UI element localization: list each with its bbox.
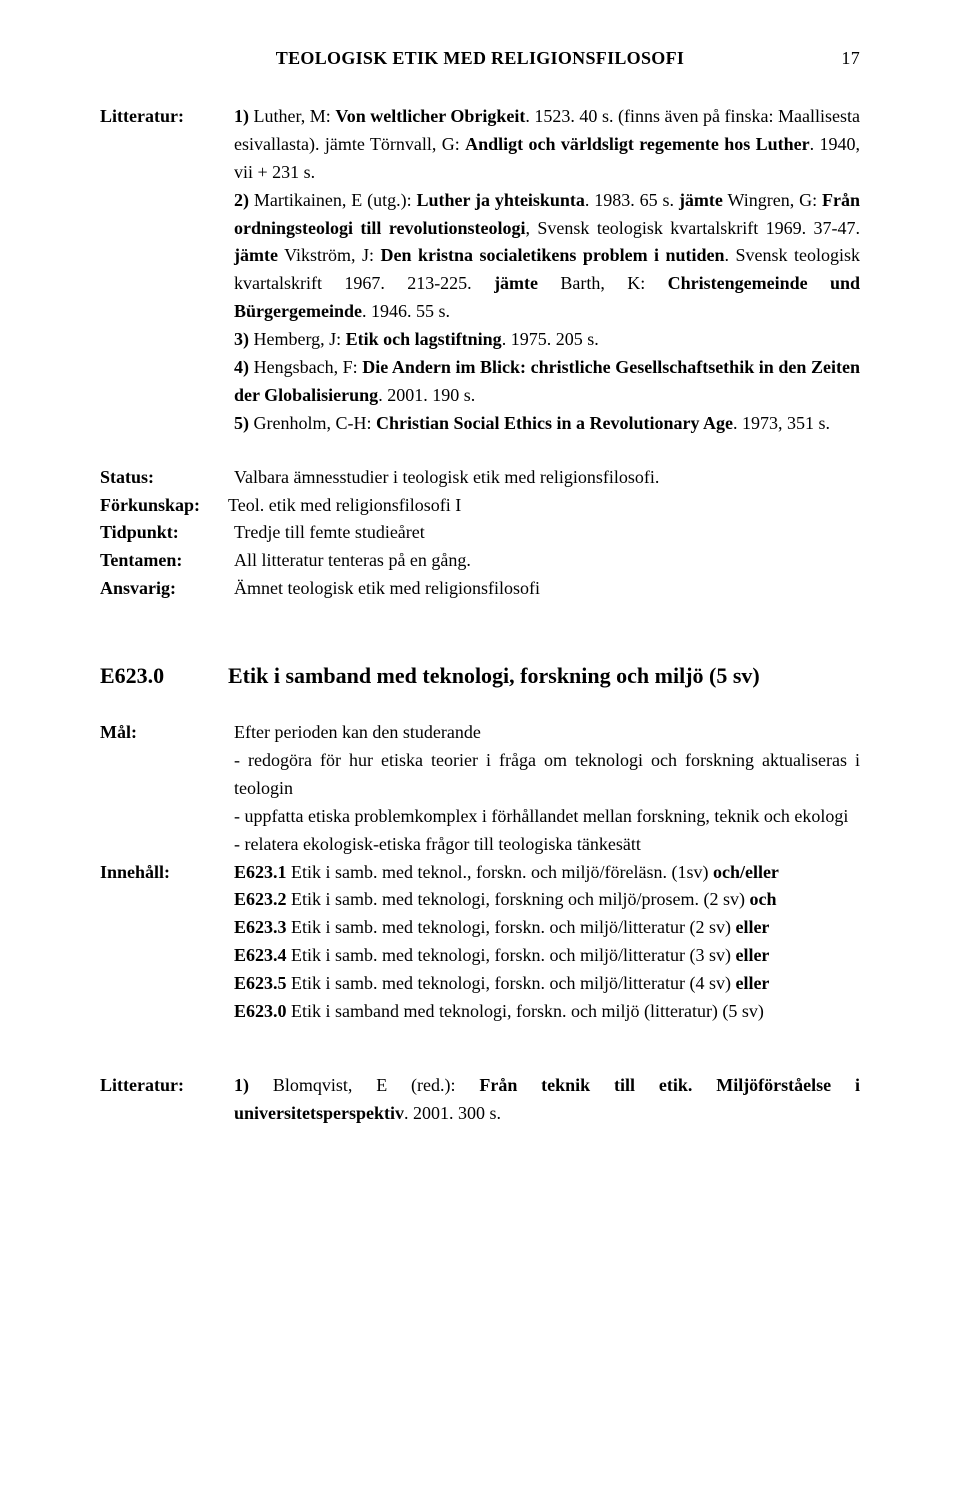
t: Etik i samb. med teknologi, forskn. och … <box>287 945 736 965</box>
mal-b3: - relatera ekologisk-etiska frågor till … <box>234 831 860 859</box>
t: . 1983. 65 s. <box>585 190 679 210</box>
t: Wingren, G: <box>723 190 822 210</box>
t: eller <box>735 945 769 965</box>
t: och <box>749 889 776 909</box>
t: Den kristna socialetikens problem i nuti… <box>381 245 725 265</box>
t: , Svensk teologisk kvartalskrift 1969. 3… <box>526 218 861 238</box>
litteratur-label: Litteratur: <box>100 103 234 131</box>
t: Andligt och världsligt regemente hos Lut… <box>465 134 810 154</box>
mal-b2: - uppfatta etiska problemkomplex i förhå… <box>234 803 860 831</box>
mal-content: Efter perioden kan den studerande - redo… <box>234 719 860 858</box>
item4-num: 4) <box>234 357 249 377</box>
t: . 1975. 205 s. <box>502 329 599 349</box>
t: E623.2 <box>234 889 287 909</box>
page-header: TEOLOGISK ETIK MED RELIGIONSFILOSOFI 17 <box>100 48 860 69</box>
innehall-block: Innehåll: E623.1 Etik i samb. med teknol… <box>100 859 860 1026</box>
page-number: 17 <box>841 48 860 69</box>
t: . 2001. 190 s. <box>378 385 475 405</box>
t: jämte <box>234 245 278 265</box>
t: Grenholm, C-H: <box>249 413 376 433</box>
t: eller <box>735 973 769 993</box>
litteratur-block-1: Litteratur: 1) Luther, M: Von weltlicher… <box>100 103 860 438</box>
mal-block: Mål: Efter perioden kan den studerande -… <box>100 719 860 858</box>
t: Vikström, J: <box>278 245 381 265</box>
mal-label: Mål: <box>100 719 234 747</box>
course-code: E623.0 <box>100 663 228 689</box>
status-label: Status: <box>100 464 234 492</box>
t: . 1946. 55 s. <box>362 301 450 321</box>
t: . 2001. 300 s. <box>404 1103 501 1123</box>
t: E623.5 <box>234 973 287 993</box>
mal-intro: Efter perioden kan den studerande <box>234 719 860 747</box>
t: Christian Social Ethics in a Revolutiona… <box>376 413 733 433</box>
t: Etik i samband med teknologi, forskn. oc… <box>287 1001 764 1021</box>
t: Etik i samb. med teknologi, forskn. och … <box>287 973 736 993</box>
tidpunkt-value: Tredje till femte studieåret <box>234 519 860 547</box>
item1-num: 1) <box>234 106 249 126</box>
ansvarig-label: Ansvarig: <box>100 575 234 603</box>
t: E623.0 <box>234 1001 287 1021</box>
forkunskap-label: Förkunskap: <box>100 492 228 520</box>
tentamen-value: All litteratur tenteras på en gång. <box>234 547 860 575</box>
t: eller <box>735 917 769 937</box>
innehall-content: E623.1 Etik i samb. med teknol., forskn.… <box>234 859 860 1026</box>
mal-b1: - redogöra för hur etiska teorier i fråg… <box>234 747 860 803</box>
litteratur-content-1: 1) Luther, M: Von weltlicher Obrigkeit . … <box>234 103 860 438</box>
ansvarig-value: Ämnet teologisk etik med religionsfiloso… <box>234 575 860 603</box>
t: Hemberg, J: <box>249 329 346 349</box>
t: 1) <box>234 1075 249 1095</box>
t: E623.4 <box>234 945 287 965</box>
t: Von weltlicher Obrigkeit <box>335 106 525 126</box>
forkunskap-value: Teol. etik med religionsfilosofi I <box>228 492 860 520</box>
t: E623.1 <box>234 862 287 882</box>
item5-num: 5) <box>234 413 249 433</box>
t: Blomqvist, E (red.): <box>249 1075 479 1095</box>
t: Etik i samb. med teknol., forskn. och mi… <box>287 862 713 882</box>
litteratur2-content: 1) Blomqvist, E (red.): Från teknik till… <box>234 1072 860 1128</box>
t: E623.3 <box>234 917 287 937</box>
t: Luther ja yhteiskunta <box>416 190 584 210</box>
t: Hengsbach, F: <box>249 357 362 377</box>
t: Etik i samb. med teknologi, forskning oc… <box>287 889 750 909</box>
tentamen-label: Tentamen: <box>100 547 234 575</box>
innehall-label: Innehåll: <box>100 859 234 887</box>
tidpunkt-label: Tidpunkt: <box>100 519 234 547</box>
header-title: TEOLOGISK ETIK MED RELIGIONSFILOSOFI <box>276 48 684 68</box>
litteratur2-label: Litteratur: <box>100 1072 234 1100</box>
t: Barth, K: <box>538 273 668 293</box>
course-meta-block: Status: Valbara ämnesstudier i teologisk… <box>100 464 860 603</box>
course-title: Etik i samband med teknologi, forskning … <box>228 663 860 689</box>
t: och/eller <box>713 862 779 882</box>
t: Martikainen, E (utg.): <box>249 190 416 210</box>
t: Etik och lagstiftning <box>346 329 502 349</box>
t: . 1973, 351 s. <box>733 413 830 433</box>
t: Luther, M: <box>249 106 335 126</box>
course-heading: E623.0 Etik i samband med teknologi, for… <box>100 663 860 689</box>
litteratur-block-2: Litteratur: 1) Blomqvist, E (red.): Från… <box>100 1072 860 1128</box>
item3-num: 3) <box>234 329 249 349</box>
status-value: Valbara ämnesstudier i teologisk etik me… <box>234 464 860 492</box>
t: Etik i samb. med teknologi, forskn. och … <box>287 917 736 937</box>
item2-num: 2) <box>234 190 249 210</box>
t: jämte <box>679 190 723 210</box>
t: jämte <box>494 273 538 293</box>
